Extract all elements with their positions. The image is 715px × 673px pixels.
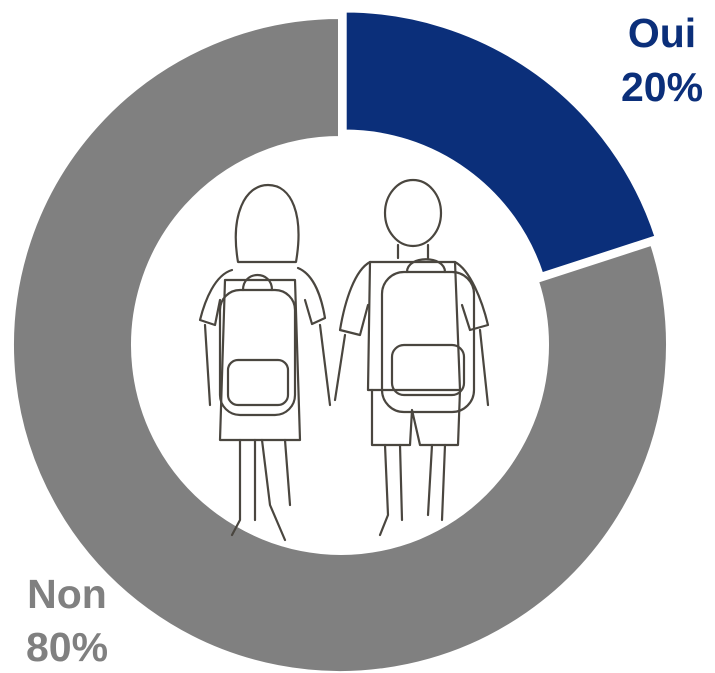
illustration [198,178,490,542]
slice-label: Oui [628,10,696,56]
slice-value-label: 20% [621,64,703,110]
slice-label: Non [27,571,107,617]
slice-value-label: 80% [26,624,108,670]
donut-hole [135,143,547,555]
donut-slice [342,8,660,278]
